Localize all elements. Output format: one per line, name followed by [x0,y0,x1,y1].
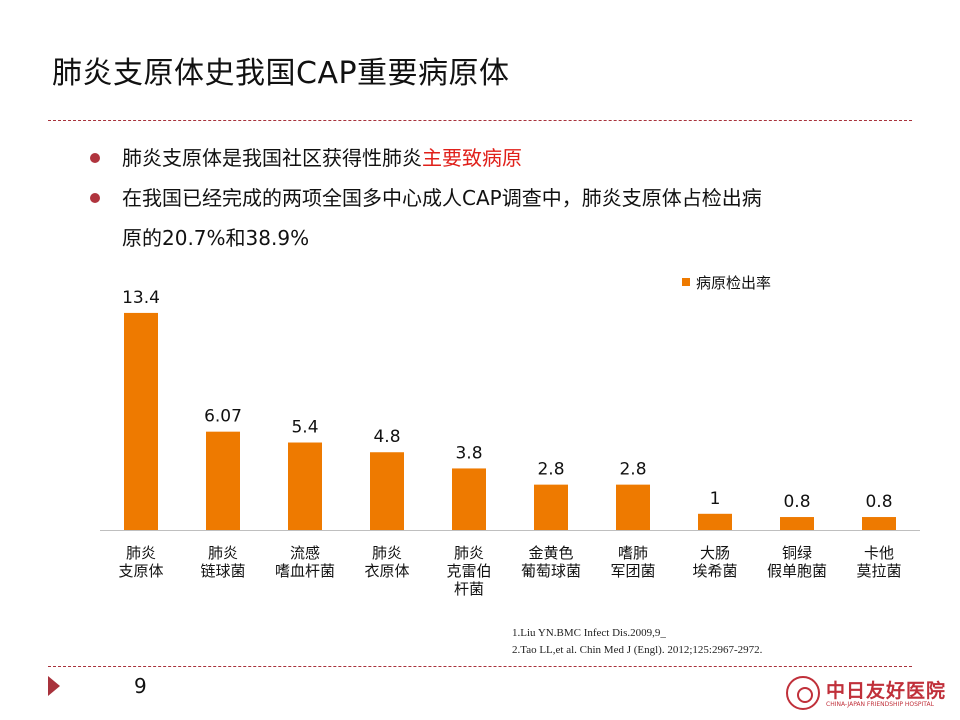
top-divider [48,120,912,121]
bullet-1-highlight: 主要致病原 [422,146,522,170]
category-label: 假单胞菌 [767,562,827,580]
data-label: 2.8 [619,460,646,480]
category-label: 链球菌 [200,562,245,580]
bar [206,431,240,530]
bullet-item-2: 在我国已经完成的两项全国多中心成人CAP调查中，肺炎支原体占检出病 原的20.7… [86,178,906,258]
category-label: 铜绿 [782,544,812,562]
bar [616,484,650,530]
category-label: 肺炎 [126,544,156,562]
category-label: 莫拉菌 [856,562,901,580]
pathogen-bar-chart: 13.4肺炎支原体6.07肺炎链球菌5.4流感嗜血杆菌4.8肺炎衣原体3.8肺炎… [100,274,920,598]
legend-label: 病原检出率 [696,274,771,292]
bar [862,517,896,530]
category-label: 埃希菌 [692,562,737,580]
category-label: 嗜肺 [618,544,648,562]
bullet-list: 肺炎支原体是我国社区获得性肺炎主要致病原 在我国已经完成的两项全国多中心成人CA… [86,138,906,258]
category-label: 卡他 [864,544,894,562]
data-label: 3.8 [455,443,482,463]
logo-name-en: CHINA-JAPAN FRIENDSHIP HOSPITAL [826,701,934,708]
bar [780,517,814,530]
data-label: 0.8 [783,492,810,512]
hospital-logo: 中日友好医院 CHINA-JAPAN FRIENDSHIP HOSPITAL [786,676,946,716]
bullet-1-text: 肺炎支原体是我国社区获得性肺炎 [122,146,422,170]
data-label: 5.4 [291,418,318,438]
category-label: 葡萄球菌 [521,562,581,580]
bullet-dot-icon [90,193,100,203]
references: 1.Liu YN.BMC Infect Dis.2009,9_ 2.Tao LL… [512,625,762,659]
bullet-2-text: 在我国已经完成的两项全国多中心成人CAP调查中，肺炎支原体占检出病 [122,186,762,210]
data-label: 1 [710,489,721,509]
category-label: 肺炎 [372,544,402,562]
bullet-2-text-line2: 原的20.7%和38.9% [122,226,310,250]
category-label: 肺炎 [208,544,238,562]
category-label: 大肠 [700,544,730,562]
slide-title: 肺炎支原体史我国CAP重要病原体 [52,56,510,91]
data-label: 6.07 [204,407,242,427]
bullet-item-1: 肺炎支原体是我国社区获得性肺炎主要致病原 [86,138,906,178]
legend-swatch [682,278,690,286]
reference-1: 1.Liu YN.BMC Infect Dis.2009,9_ [512,627,666,639]
data-label: 4.8 [373,427,400,447]
category-label: 流感 [290,544,320,562]
reference-2: 2.Tao LL,et al. Chin Med J (Engl). 2012;… [512,644,763,656]
data-label: 13.4 [122,288,160,308]
play-arrow-icon [48,676,60,696]
bar [288,442,322,530]
bar [452,468,486,530]
data-label: 0.8 [865,492,892,512]
category-label: 衣原体 [364,562,409,580]
hospital-emblem-icon [786,676,820,710]
category-label: 支原体 [118,562,163,580]
data-label: 2.8 [537,460,564,480]
bar [534,484,568,530]
category-label: 嗜血杆菌 [275,562,335,580]
bar [370,452,404,530]
category-label: 杆菌 [454,580,484,598]
logo-name-cn: 中日友好医院 [826,680,947,702]
category-label: 军团菌 [610,562,655,580]
page-number: 9 [134,674,147,698]
bar [698,513,732,530]
category-label: 克雷伯 [446,562,491,580]
category-label: 肺炎 [454,544,484,562]
category-label: 金黄色 [528,544,573,562]
bullet-dot-icon [90,153,100,163]
bar [124,312,158,530]
bottom-divider [48,666,912,667]
